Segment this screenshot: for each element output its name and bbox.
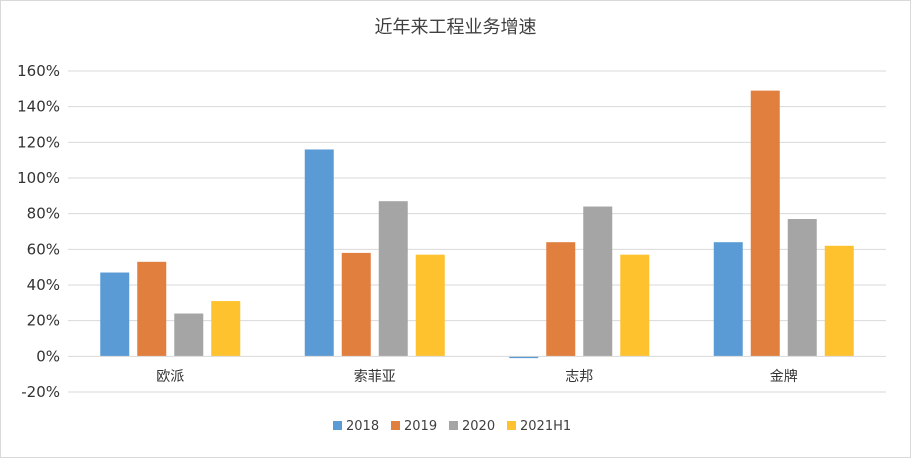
bar-2021H1-0 bbox=[211, 301, 241, 357]
y-tick-label: 40% bbox=[27, 276, 60, 294]
category-label: 欧派 bbox=[156, 369, 184, 385]
y-tick-label: 20% bbox=[27, 312, 60, 330]
legend-swatch-2018 bbox=[333, 421, 342, 430]
bar-2018-3 bbox=[713, 242, 743, 357]
y-tick-label: 120% bbox=[17, 133, 60, 151]
legend-swatch-2020 bbox=[449, 421, 458, 430]
bar-2020-1 bbox=[378, 201, 408, 357]
category-label: 志邦 bbox=[565, 369, 593, 385]
y-tick-label: 100% bbox=[17, 169, 60, 187]
bars bbox=[100, 90, 854, 359]
bar-2021H1-2 bbox=[620, 254, 650, 357]
bar-2019-3 bbox=[750, 90, 780, 357]
legend-swatch-2021H1 bbox=[507, 421, 516, 430]
bar-2021H1-3 bbox=[824, 245, 854, 357]
y-tick-label: 80% bbox=[27, 205, 60, 223]
legend-swatch-2019 bbox=[391, 421, 400, 430]
bar-2019-2 bbox=[546, 242, 576, 357]
legend-label: 2021H1 bbox=[520, 419, 571, 434]
legend-label: 2018 bbox=[346, 419, 379, 434]
bar-2020-2 bbox=[583, 206, 613, 357]
bar-2021H1-1 bbox=[415, 254, 445, 357]
legend: 2018 2019 2020 2021H1 bbox=[333, 419, 571, 434]
y-tick-label: 0% bbox=[36, 347, 60, 365]
y-tick-label: 140% bbox=[17, 98, 60, 116]
y-axis-ticks: 160% 140% 120% 100% 80% 60% 40% 20% 0% -20% bbox=[17, 62, 60, 401]
legend-label: 2020 bbox=[462, 419, 495, 434]
bar-2018-2 bbox=[509, 356, 539, 359]
bar-2018-0 bbox=[100, 272, 130, 357]
category-label: 索菲亚 bbox=[354, 368, 396, 385]
y-tick-label: -20% bbox=[21, 383, 60, 401]
y-tick-label: 60% bbox=[27, 240, 60, 258]
bar-2020-0 bbox=[174, 313, 204, 357]
chart-title: 近年来工程业务增速 bbox=[374, 17, 537, 38]
bar-2019-1 bbox=[341, 252, 371, 357]
category-label: 金牌 bbox=[770, 368, 798, 385]
gridlines bbox=[68, 70, 886, 393]
bar-2018-1 bbox=[304, 149, 334, 357]
category-labels: 欧派 索菲亚 志邦 金牌 bbox=[156, 368, 798, 385]
bar-2019-0 bbox=[137, 261, 167, 357]
legend-label: 2019 bbox=[404, 419, 437, 434]
y-tick-label: 160% bbox=[17, 62, 60, 80]
bar-2020-3 bbox=[787, 219, 817, 357]
